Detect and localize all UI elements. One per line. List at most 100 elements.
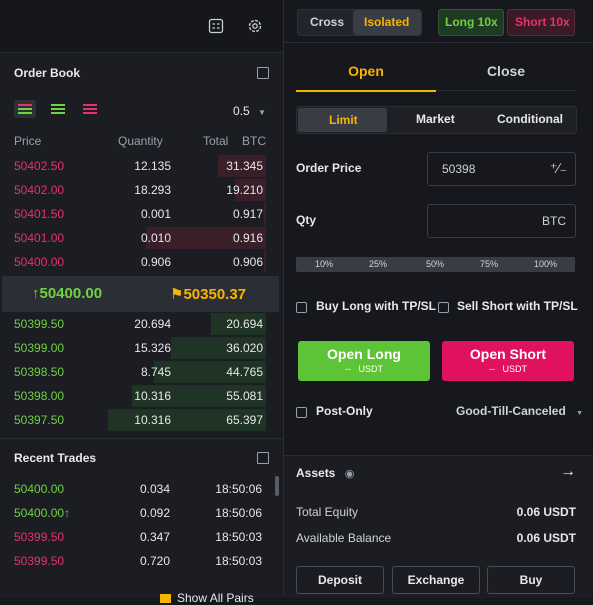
chevron-down-icon: ▼ <box>576 410 584 417</box>
col-quantity: Quantity <box>118 134 163 148</box>
total-cell: 65.397 <box>226 413 263 427</box>
total-cell: 0.916 <box>232 231 263 245</box>
qty-unit: BTC <box>542 214 566 228</box>
available-balance-label: Available Balance <box>296 531 392 545</box>
tab-open[interactable]: Open <box>296 56 436 92</box>
view-both-icon[interactable] <box>14 100 36 118</box>
depth-bar <box>146 227 266 249</box>
order-book-row[interactable]: 50402.00 18.293 19.210 <box>0 178 283 202</box>
price-cell: 50400.00 <box>14 255 65 269</box>
price-cell: 50399.50 <box>14 317 65 331</box>
precision-select[interactable]: 0.5 ▼ <box>233 104 266 118</box>
order-book-row[interactable]: 50399.00 15.326 36.020 <box>0 336 283 360</box>
order-book-row[interactable]: 50401.00 0.010 0.916 <box>0 226 283 250</box>
tab-close[interactable]: Close <box>436 56 576 91</box>
qty-label: Qty <box>296 213 317 227</box>
percent-option[interactable]: 25% <box>369 259 388 269</box>
expand-recent-trades-icon[interactable] <box>257 452 269 464</box>
order-book-row[interactable]: 50398.50 8.745 44.765 <box>0 360 283 384</box>
tab-market[interactable]: Market <box>416 112 455 126</box>
cross-button[interactable]: Cross <box>310 15 345 29</box>
col-total: Total <box>203 134 229 148</box>
order-book-row[interactable]: 50398.00 10.316 55.081 <box>0 384 283 408</box>
depth-bar <box>264 203 266 225</box>
quantity-cell: 0.001 <box>140 207 171 221</box>
depth-bar <box>218 155 266 177</box>
depth-bar <box>264 251 266 273</box>
percent-slider[interactable]: 10% 25% 50% 75% 100% <box>296 257 575 272</box>
margin-leverage-bar: Cross Isolated Long 10x Short 10x <box>284 0 593 43</box>
depth-bar <box>211 313 266 335</box>
percent-option[interactable]: 100% <box>534 259 558 269</box>
trade-row: 50400.00↑ 0.092 18:50:06 <box>0 501 272 525</box>
trade-quantity: 0.720 <box>139 554 170 568</box>
qty-input[interactable]: BTC <box>427 204 576 238</box>
percent-option[interactable]: 75% <box>480 259 499 269</box>
tpsl-short-checkbox[interactable] <box>438 302 449 313</box>
order-book-row[interactable]: 50402.50 12.135 31.345 <box>0 154 283 178</box>
deposit-button[interactable]: Deposit <box>296 566 384 594</box>
order-book-row[interactable]: 50397.50 10.316 65.397 <box>0 408 283 432</box>
trade-quantity: 0.092 <box>139 506 170 520</box>
quantity-cell: 15.326 <box>134 341 171 355</box>
arrow-right-icon[interactable]: → <box>560 463 576 480</box>
open-long-button[interactable]: Open Long -- USDT <box>298 341 430 381</box>
view-asks-icon[interactable] <box>79 100 101 118</box>
col-price: Price <box>14 134 42 148</box>
order-book-row[interactable]: 50400.00 0.906 0.906 <box>0 250 283 274</box>
trades-scrollbar[interactable] <box>275 476 279 496</box>
total-equity-value: 0.06 USDT <box>516 505 576 519</box>
exchange-button[interactable]: Exchange <box>392 566 480 594</box>
order-book-row[interactable]: 50399.50 20.694 20.694 <box>0 312 283 336</box>
long-leverage-button[interactable]: Long 10x <box>438 9 504 36</box>
expand-order-book-icon[interactable] <box>257 67 269 79</box>
tab-conditional[interactable]: Conditional <box>497 112 563 126</box>
calculator-icon[interactable] <box>208 18 224 38</box>
time-in-force-select[interactable]: Good-Till-Canceled ▼ <box>456 404 584 418</box>
total-cell: 44.765 <box>226 365 263 379</box>
quantity-cell: 20.694 <box>134 317 171 331</box>
order-price-input[interactable]: 50398 ⁺∕₋ <box>427 152 576 186</box>
order-book: Order Book 0.5 ▼ Price Quantity Total <box>0 54 283 434</box>
flag-icon: ⚑ <box>170 286 184 303</box>
depth-bar <box>171 337 266 359</box>
trade-time: 18:50:03 <box>215 554 262 568</box>
order-price-label: Order Price <box>296 161 362 175</box>
quantity-cell: 10.316 <box>134 389 171 403</box>
last-price: ↑50400.00 <box>32 285 103 302</box>
percent-option[interactable]: 10% <box>315 259 334 269</box>
total-cell: 36.020 <box>226 341 263 355</box>
assets-panel: Assets ◉ → Total Equity 0.06 USDT Availa… <box>284 455 593 598</box>
trade-price: 50399.50 <box>14 554 65 568</box>
chevron-down-icon: ▼ <box>258 108 266 117</box>
depth-bar <box>235 179 266 201</box>
quantity-cell: 0.906 <box>140 255 171 269</box>
quantity-cell: 10.316 <box>134 413 171 427</box>
total-cell: 20.694 <box>226 317 263 331</box>
plus-minus-icon[interactable]: ⁺∕₋ <box>549 160 567 176</box>
percent-option[interactable]: 50% <box>426 259 445 269</box>
post-only-checkbox[interactable] <box>296 407 307 418</box>
tpsl-long-checkbox[interactable] <box>296 302 307 313</box>
isolated-button[interactable]: Isolated <box>353 10 421 35</box>
eye-icon[interactable]: ◉ <box>344 468 355 480</box>
trade-price: 50400.00 <box>14 482 65 496</box>
trade-quantity: 0.034 <box>139 482 170 496</box>
price-cell: 50399.00 <box>14 341 65 355</box>
trade-time: 18:50:06 <box>215 506 262 520</box>
tab-limit[interactable]: Limit <box>298 108 387 132</box>
total-cell: 0.906 <box>232 255 263 269</box>
order-book-row[interactable]: 50401.50 0.001 0.917 <box>0 202 283 226</box>
up-arrow-icon: ↑ <box>64 506 71 520</box>
buy-button[interactable]: Buy <box>487 566 575 594</box>
short-leverage-button[interactable]: Short 10x <box>507 9 575 36</box>
total-cell: 19.210 <box>226 183 263 197</box>
left-panel: Order Book 0.5 ▼ Price Quantity Total <box>0 0 284 605</box>
open-short-button[interactable]: Open Short -- USDT <box>442 341 574 381</box>
gear-icon[interactable] <box>247 18 263 38</box>
trade-quantity: 0.347 <box>139 530 170 544</box>
order-price-value: 50398 <box>442 162 476 176</box>
view-bids-icon[interactable] <box>47 100 69 118</box>
show-all-pairs[interactable]: Show All Pairs <box>160 591 254 605</box>
